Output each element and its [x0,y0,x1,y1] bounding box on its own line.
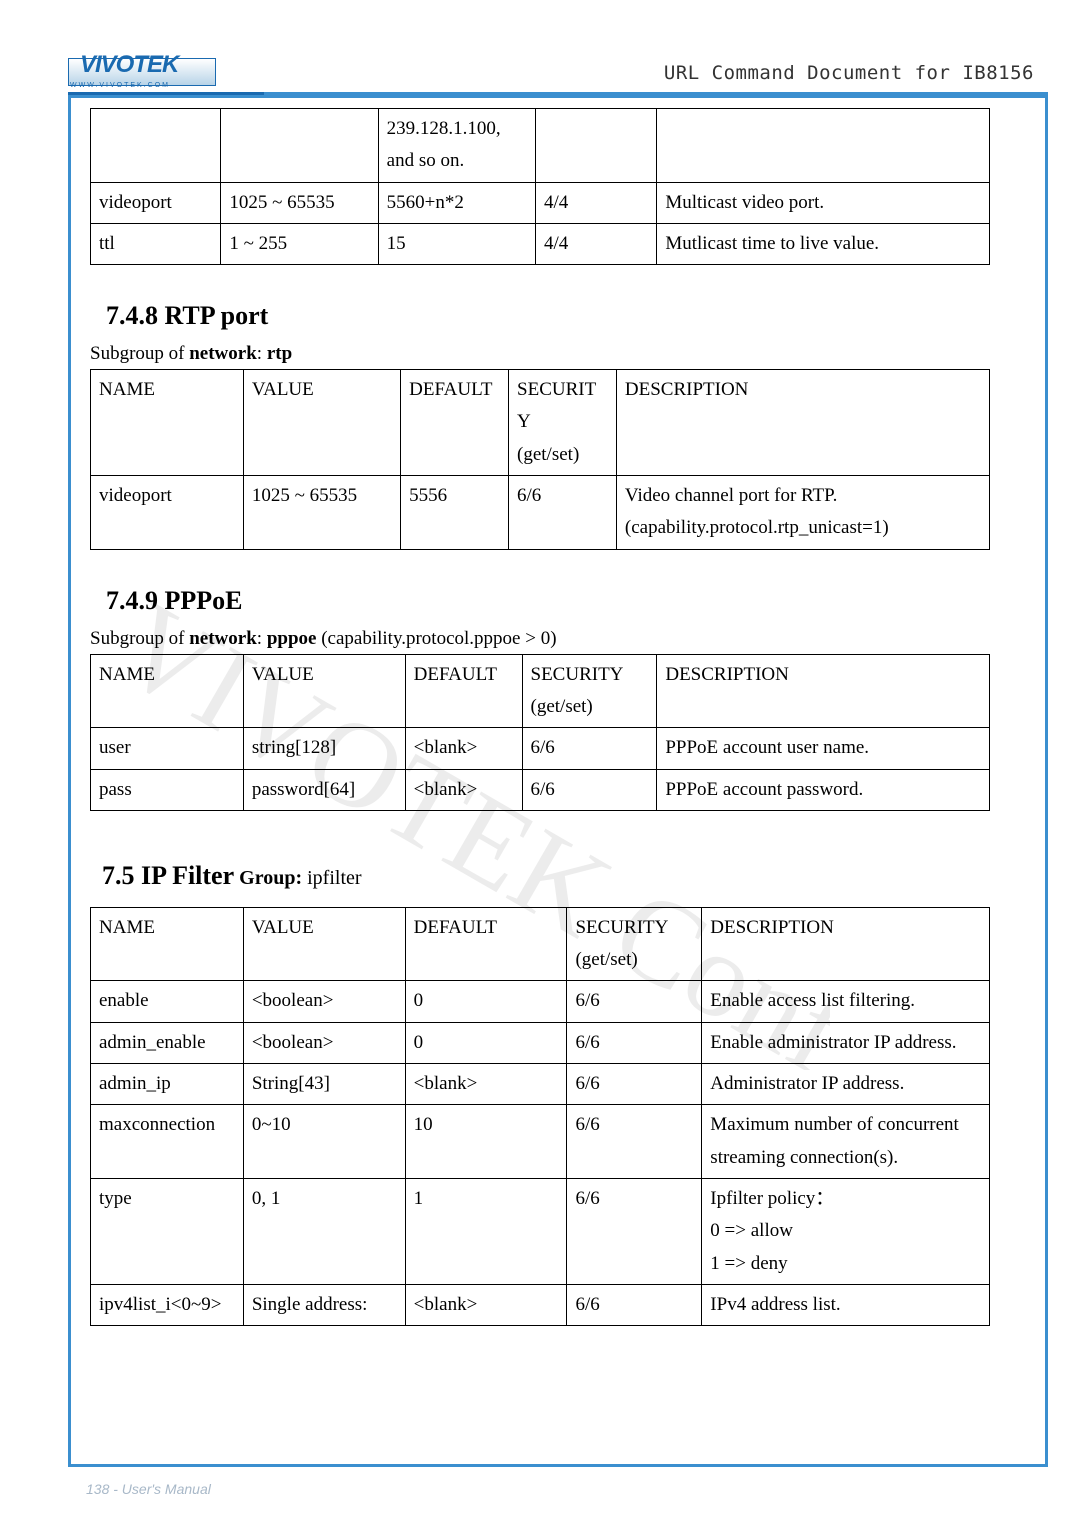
header-title: URL Command Document for IB8156 [664,62,1034,84]
table-row: admin_enable<boolean>06/6Enable administ… [91,1022,990,1063]
table-row: ipv4list_i<0~9>Single address:<blank>6/6… [91,1284,990,1325]
table-row: 239.128.1.100, and so on. [91,109,990,183]
logo-text: VIVOTEK [80,51,178,79]
table-row: ttl 1 ~ 255 15 4/4 Mutlicast time to liv… [91,223,990,264]
table-multicast: 239.128.1.100, and so on. videoport 1025… [90,108,990,265]
subgroup-749: Subgroup of network: pppoe (capability.p… [90,628,990,650]
logo-url: WWW.VIVOTEK.COM [70,82,170,89]
table-row: videoport 1025 ~ 65535 5560+n*2 4/4 Mult… [91,182,990,223]
logo: VIVOTEK WWW.VIVOTEK.COM [68,48,216,94]
table-row: pass password[64] <blank> 6/6 PPPoE acco… [91,769,990,810]
table-row: videoport 1025 ~ 65535 5556 6/6 Video ch… [91,476,990,550]
table-row: maxconnection0~10106/6Maximum number of … [91,1105,990,1179]
table-ipfilter: NAME VALUE DEFAULT SECURITY(get/set) DES… [90,907,990,1326]
table-header-row: NAME VALUE DEFAULT SECURITY(get/set) DES… [91,907,990,981]
section-748-title: 7.4.8 RTP port [106,301,990,331]
table-row: admin_ipString[43]<blank>6/6Administrato… [91,1064,990,1105]
section-749-title: 7.4.9 PPPoE [106,586,990,616]
page-footer: 138 - User's Manual [86,1481,211,1497]
table-pppoe: NAME VALUE DEFAULT SECURITY(get/set) DES… [90,654,990,811]
table-row: user string[128] <blank> 6/6 PPPoE accou… [91,728,990,769]
section-75-title: 7.5 IP Filter Group: ipfilter [102,861,990,891]
table-header-row: NAME VALUE DEFAULT SECURITY(get/set) DES… [91,654,990,728]
table-row: enable<boolean>06/6Enable access list fi… [91,981,990,1022]
table-rtp: NAME VALUE DEFAULT SECURITY(get/set) DES… [90,369,990,549]
table-header-row: NAME VALUE DEFAULT SECURITY(get/set) DES… [91,370,990,476]
subgroup-748: Subgroup of network: rtp [90,343,990,365]
table-row: type0, 116/6Ipfilter policy： 0 => allow … [91,1178,990,1284]
